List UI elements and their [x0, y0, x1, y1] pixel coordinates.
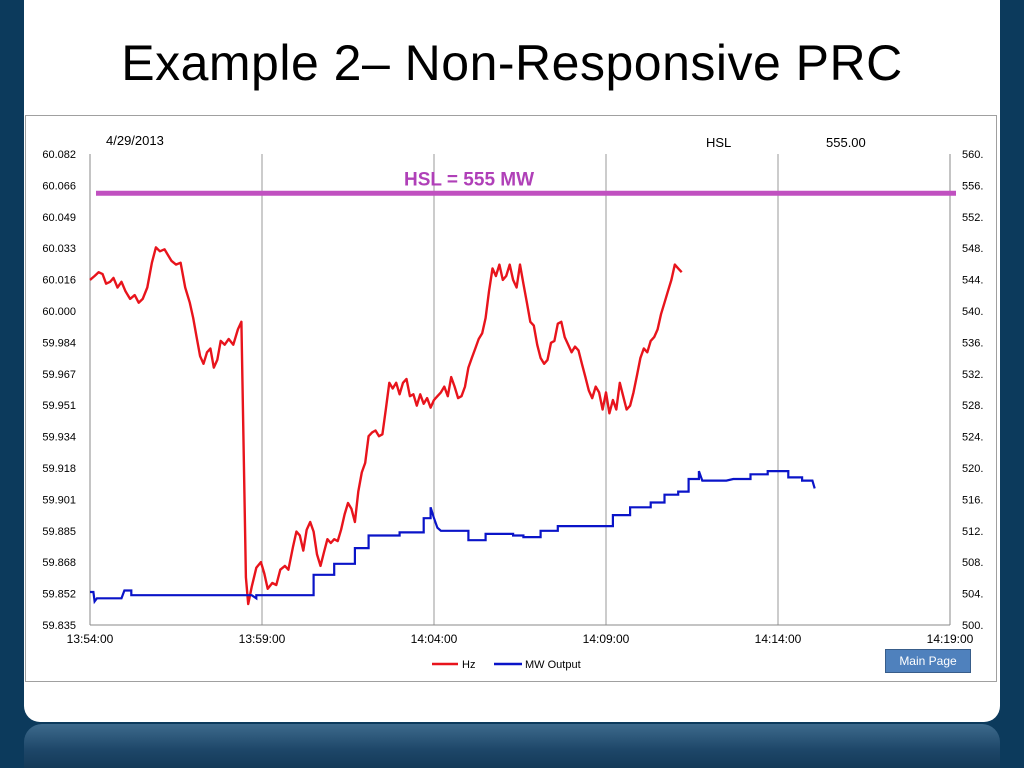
y-right-tick-label: 540. [962, 306, 983, 318]
y-left-tick-label: 59.984 [42, 337, 76, 349]
legend: Hz MW Output [432, 659, 581, 671]
y-right-tick-label: 524. [962, 432, 983, 444]
y-right-tick-label: 508. [962, 557, 983, 569]
y-left-tick-label: 59.852 [42, 589, 76, 601]
y-right-tick-label: 536. [962, 337, 983, 349]
x-axis: 13:54:00 13:59:00 14:04:00 14:09:00 14:14:00… [67, 624, 974, 646]
date-label: 4/29/2013 [106, 133, 164, 148]
hsl-value: 555.00 [826, 135, 866, 150]
y-right-tick-label: 532. [962, 369, 983, 381]
slide-title: Example 2– Non-Responsive PRC [121, 35, 903, 91]
vertical-grid [261, 154, 951, 625]
y-left-tick-label: 60.066 [42, 180, 76, 192]
y-right-tick-label: 548. [962, 243, 983, 255]
series-line-hz [89, 246, 683, 606]
y-left-tick-label: 60.016 [42, 275, 76, 287]
hsl-annotation: HSL = 555 MW [404, 169, 534, 190]
x-tick-label: 14:09:00 [583, 632, 630, 646]
y-left-tick-label: 59.901 [42, 494, 76, 506]
y-left-axis: 60.082 60.066 60.049 60.033 60.016 60.000 59.9… [42, 149, 76, 632]
y-left-tick-label: 59.835 [42, 620, 76, 632]
main-page-button[interactable]: Main Page [885, 649, 971, 673]
chart: 60.082 60.066 60.049 60.033 60.016 60.000 59.9… [42, 133, 983, 671]
x-tick-label: 14:19:00 [927, 632, 974, 646]
y-left-tick-label: 59.868 [42, 557, 76, 569]
y-left-tick-label: 59.967 [42, 369, 76, 381]
y-right-tick-label: 544. [962, 275, 983, 287]
x-tick-label: 13:54:00 [67, 632, 114, 646]
y-left-tick-label: 60.049 [42, 212, 76, 224]
chart-frame: 60.082 60.066 60.049 60.033 60.016 60.000 59.9… [25, 115, 997, 682]
y-left-tick-label: 59.918 [42, 463, 76, 475]
hsl-label: HSL [706, 135, 731, 150]
y-right-tick-label: 504. [962, 589, 983, 601]
y-left-tick-label: 59.885 [42, 526, 76, 538]
footer-band [24, 724, 1000, 768]
x-tick-label: 13:59:00 [239, 632, 286, 646]
legend-label-hz: Hz [462, 659, 475, 671]
y-right-tick-label: 560. [962, 149, 983, 161]
y-right-tick-label: 500. [962, 620, 983, 632]
y-right-tick-label: 512. [962, 526, 983, 538]
legend-label-mw-output: MW Output [525, 659, 581, 671]
y-left-tick-label: 60.033 [42, 243, 76, 255]
x-tick-label: 14:14:00 [755, 632, 802, 646]
y-left-tick-label: 59.951 [42, 400, 76, 412]
y-right-tick-label: 556. [962, 180, 983, 192]
y-right-axis: 560. 556. 552. 548. 544. 540. 536. 532. 528. 524.… [962, 149, 983, 632]
y-left-tick-label: 59.934 [42, 432, 76, 444]
y-right-tick-label: 520. [962, 463, 983, 475]
x-tick-label: 14:04:00 [411, 632, 458, 646]
series-line-mw-output [90, 470, 816, 605]
y-right-tick-label: 516. [962, 494, 983, 506]
y-right-tick-label: 552. [962, 212, 983, 224]
y-right-tick-label: 528. [962, 400, 983, 412]
y-left-tick-label: 60.082 [42, 149, 76, 161]
y-left-tick-label: 60.000 [42, 306, 76, 318]
